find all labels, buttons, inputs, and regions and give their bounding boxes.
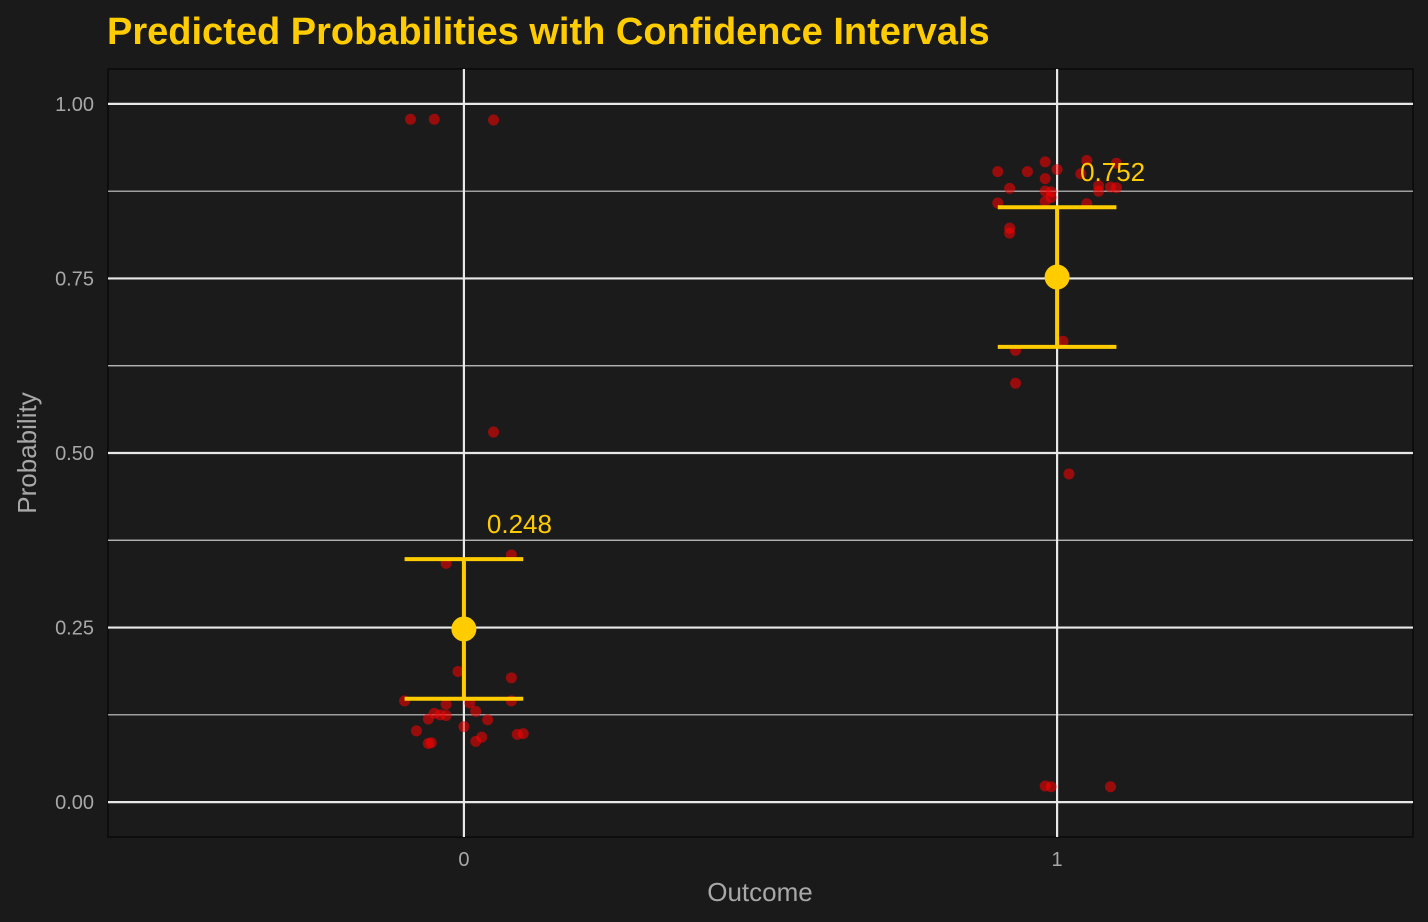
data-point	[1004, 182, 1016, 194]
data-point	[1039, 156, 1051, 168]
data-point	[470, 705, 482, 717]
grid-lines	[108, 69, 1413, 837]
data-point	[1039, 173, 1051, 185]
y-tick-label: 0.50	[55, 443, 94, 465]
data-point	[1104, 781, 1116, 793]
data-point	[482, 714, 494, 726]
mean-point	[451, 616, 477, 642]
x-tick-label: 1	[1052, 849, 1063, 871]
data-point	[1051, 164, 1063, 176]
data-point	[410, 725, 422, 737]
data-point	[1021, 166, 1033, 178]
data-point	[1075, 168, 1087, 180]
data-point	[428, 113, 440, 125]
chart-title: Predicted Probabilities with Confidence …	[107, 11, 990, 53]
y-tick-labels: 0.00 0.25 0.50 0.75 1.00	[55, 94, 94, 814]
data-point	[422, 713, 434, 725]
x-tick-label: 0	[458, 849, 469, 871]
data-point	[488, 114, 500, 126]
data-point	[505, 672, 517, 684]
summary-markers: 0.248 0.752	[404, 157, 1145, 701]
y-tick-label: 1.00	[55, 94, 94, 116]
data-point	[1039, 196, 1051, 208]
data-point	[458, 721, 470, 733]
data-point	[1045, 781, 1057, 793]
x-axis-title: Outcome	[707, 877, 813, 907]
data-point	[488, 426, 500, 438]
mean-data-label: 0.752	[1080, 157, 1145, 187]
data-point	[992, 166, 1004, 178]
data-point	[440, 710, 452, 722]
data-point	[440, 698, 452, 710]
mean-data-label: 0.248	[487, 509, 552, 539]
y-tick-label: 0.75	[55, 268, 94, 290]
data-point	[1010, 377, 1022, 389]
y-axis-title: Probability	[12, 392, 42, 513]
data-point	[1057, 335, 1069, 347]
data-point	[517, 728, 529, 740]
data-point	[405, 113, 417, 125]
y-tick-label: 0.00	[55, 792, 94, 814]
data-point	[1004, 227, 1016, 239]
data-point	[1110, 157, 1122, 169]
data-point	[1110, 182, 1122, 194]
data-point	[1063, 468, 1075, 480]
data-point	[452, 666, 464, 678]
data-point	[470, 735, 482, 747]
data-point	[1081, 154, 1093, 166]
data-points	[399, 113, 1122, 793]
data-point	[425, 737, 437, 749]
data-point	[1093, 185, 1105, 197]
y-tick-label: 0.25	[55, 618, 94, 640]
mean-point	[1044, 264, 1070, 290]
